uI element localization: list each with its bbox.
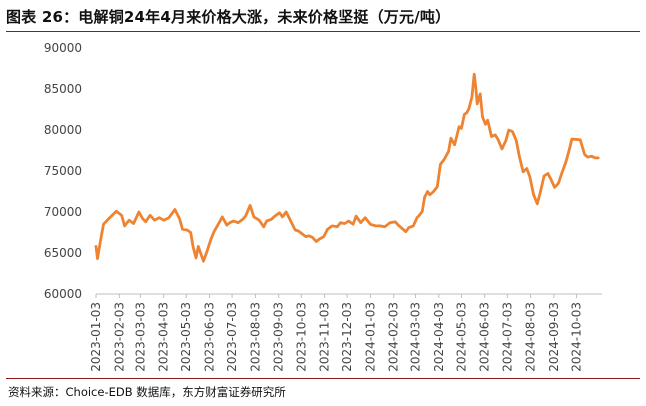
x-tick-label: 2023-09-03 [272,302,286,372]
x-tick-label: 2024-03-03 [409,302,423,372]
y-tick-label: 65000 [44,246,82,260]
chart-title: 图表 26：电解铜24年4月来价格大涨，未来价格坚挺（万元/吨） [6,8,451,26]
x-tick-label: 2023-02-03 [112,302,126,372]
y-tick-label: 60000 [44,287,82,301]
copper-price-chart: 60000 65000 70000 75000 80000 85000 90000 2023… [44,41,602,372]
y-tick-label: 80000 [44,123,82,137]
x-axis: 2023-01-03 2023-02-03 2023-03-03 2023-04-03… [89,293,602,372]
x-tick-label: 2024-06-03 [478,302,492,372]
series-line-0 [94,72,600,263]
x-tick-label: 2024-01-03 [363,302,377,372]
x-tick-label: 2024-08-03 [524,302,538,372]
x-tick-label: 2023-10-03 [294,302,308,372]
x-tick-label: 2023-08-03 [248,302,262,372]
x-tick-label: 2023-11-03 [318,302,332,372]
x-tick-label: 2023-05-03 [179,302,193,372]
y-axis: 60000 65000 70000 75000 80000 85000 90000 [44,41,82,301]
x-tick-label: 2023-06-03 [203,302,217,372]
y-tick-label: 70000 [44,205,82,219]
x-tick-label: 2024-10-03 [569,302,583,372]
series-layer [94,72,600,263]
x-tick-label: 2023-03-03 [133,302,147,372]
x-tick-label: 2023-04-03 [157,302,171,372]
source-note: 资料来源：Choice-EDB 数据库，东方财富证券研究所 [8,385,286,399]
x-tick-label: 2024-04-03 [432,302,446,372]
source-divider [6,378,640,379]
x-tick-label: 2024-09-03 [547,302,561,372]
y-tick-label: 75000 [44,164,82,178]
x-tick-label: 2023-07-03 [225,302,239,372]
x-tick-label: 2023-01-03 [89,302,103,372]
x-tick-label: 2023-12-03 [340,302,354,372]
x-tick-label: 2024-05-03 [454,302,468,372]
y-tick-label: 90000 [44,41,82,55]
y-tick-label: 85000 [44,82,82,96]
title-divider [6,31,640,32]
x-tick-label: 2024-07-03 [500,302,514,372]
x-tick-label: 2024-02-03 [387,302,401,372]
